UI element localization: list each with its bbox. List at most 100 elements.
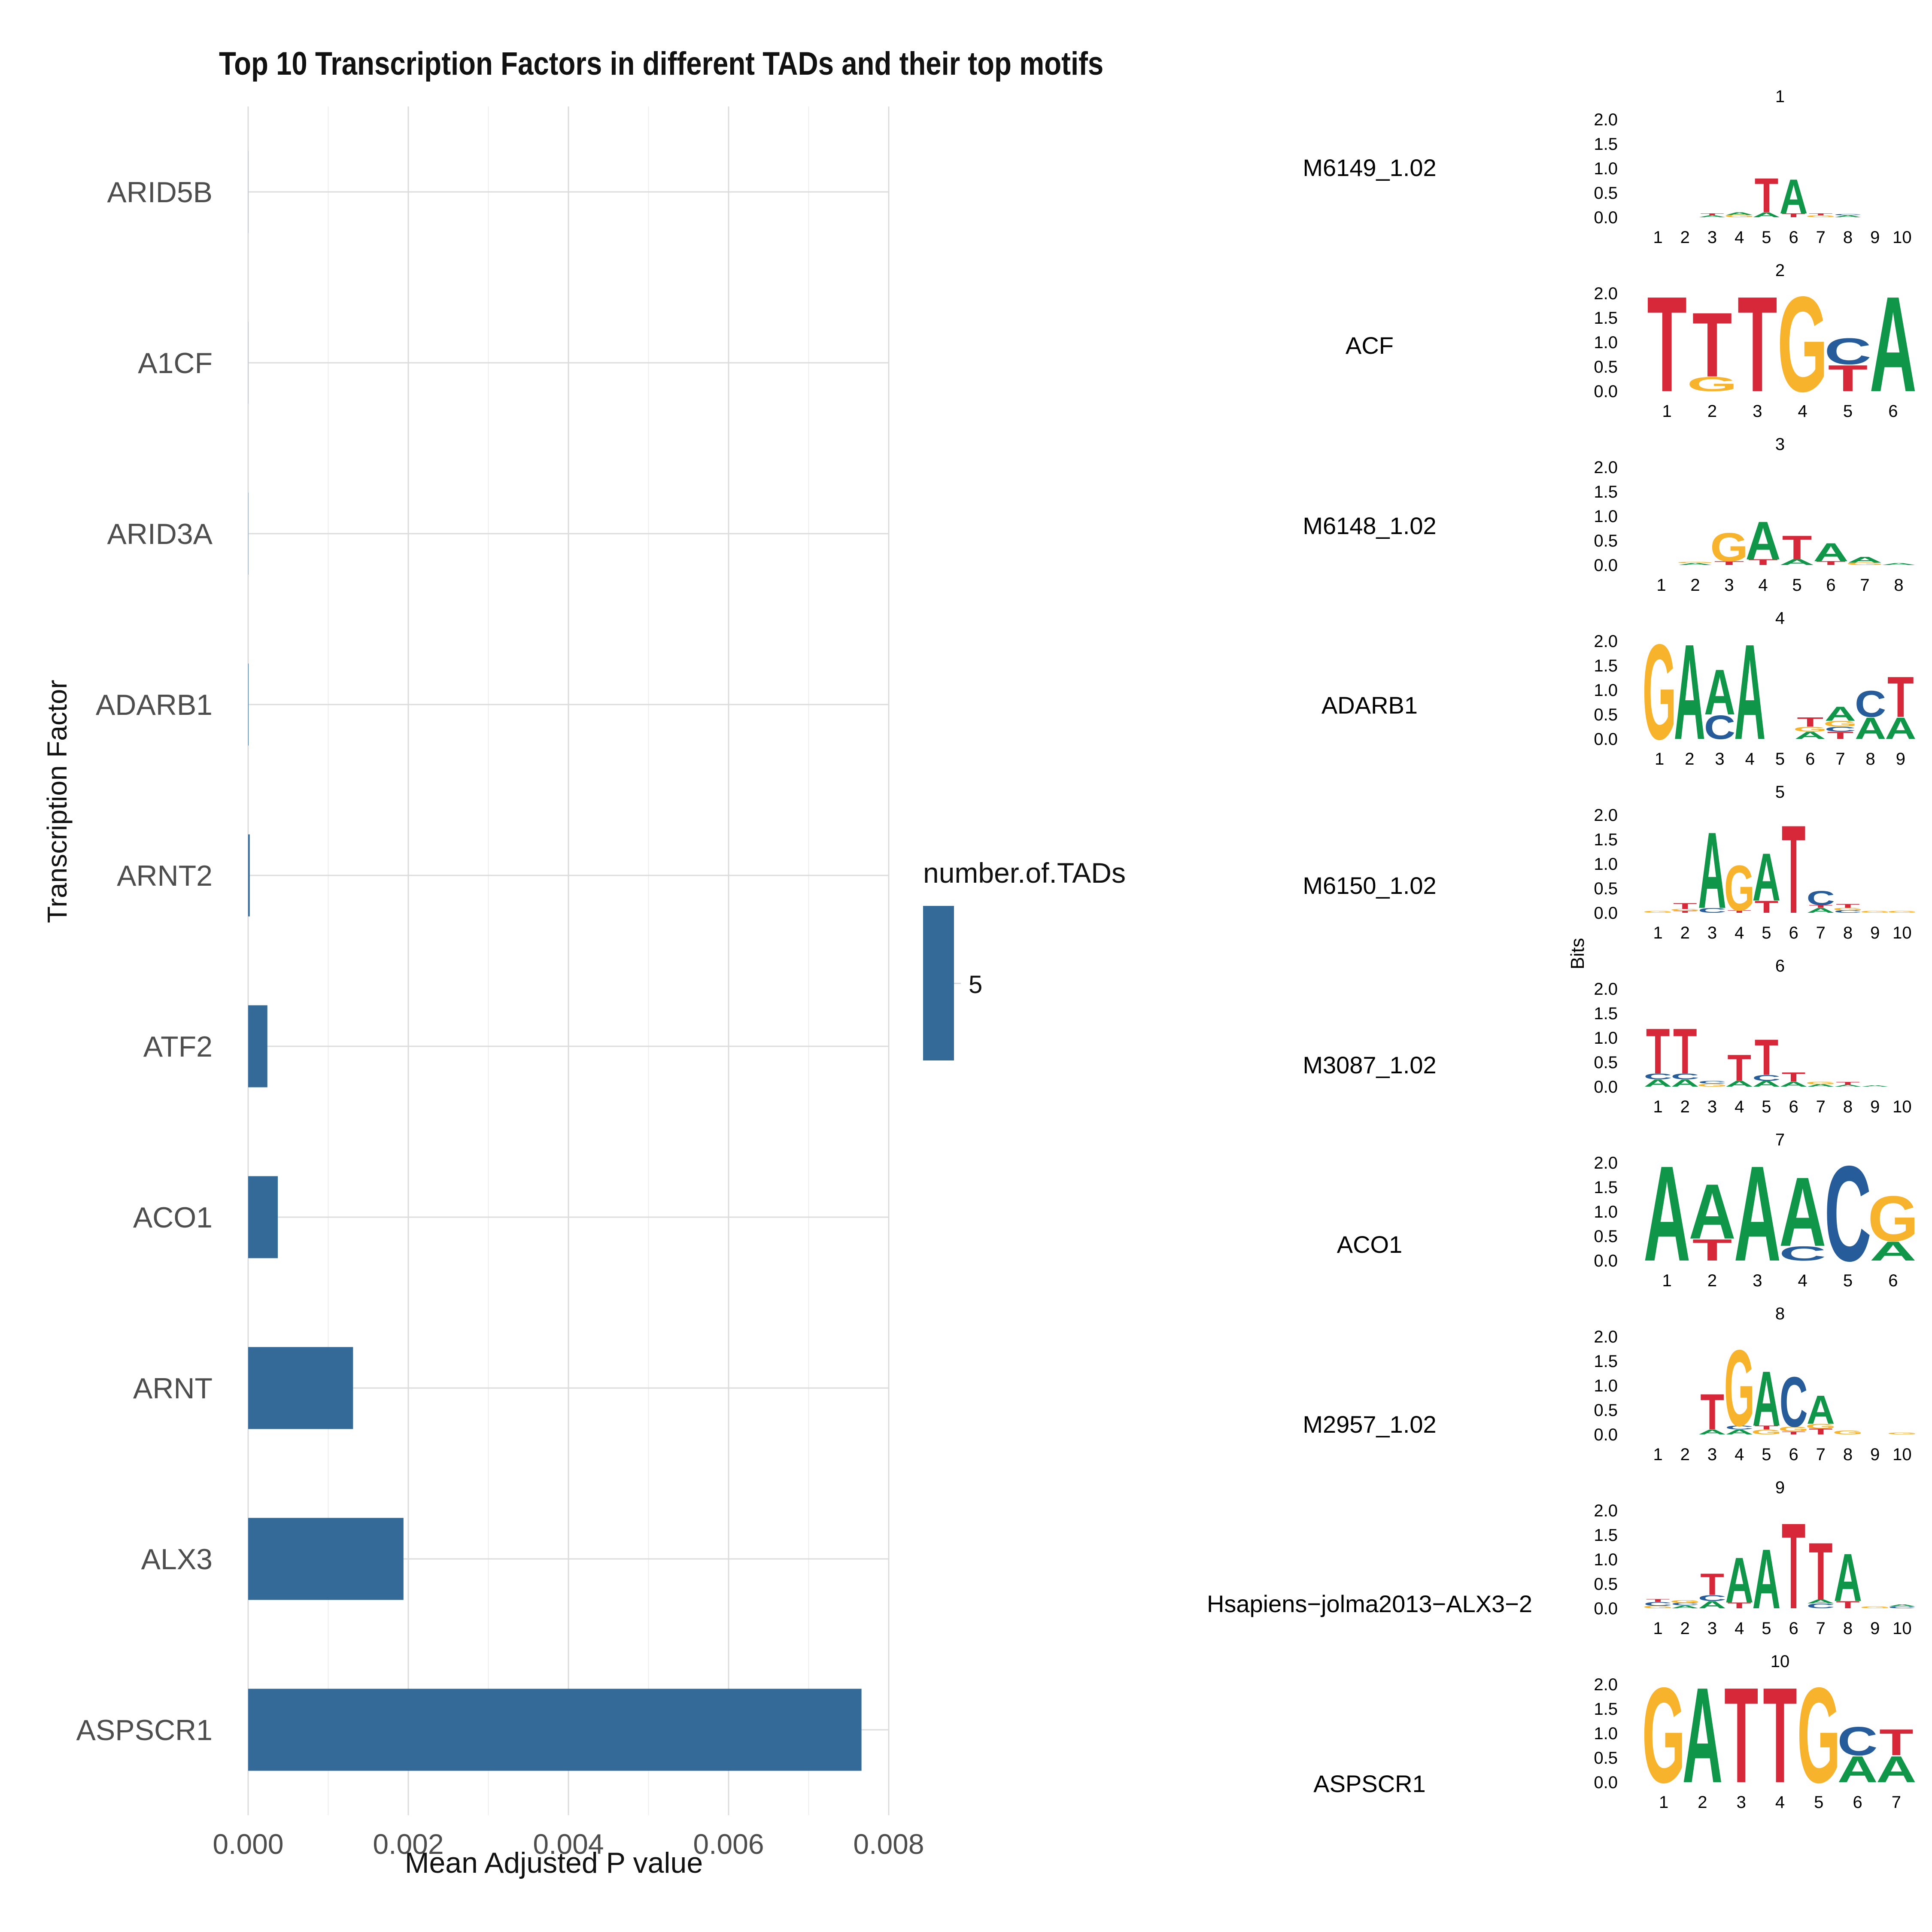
logo-letter-C: C bbox=[1698, 907, 1726, 914]
logo-letter-T: T bbox=[1738, 268, 1777, 420]
logo-y-tick: 1.5 bbox=[1594, 1526, 1618, 1545]
logo-x-tick: 1 bbox=[1653, 1097, 1662, 1116]
logo-x-tick: 8 bbox=[1843, 228, 1853, 247]
logo-x-tick: 3 bbox=[1707, 1097, 1717, 1116]
logo-letter-T: T bbox=[1782, 528, 1812, 566]
logo-letter-T: T bbox=[1782, 1431, 1806, 1435]
logo-letter-T: T bbox=[1727, 1047, 1751, 1089]
logo-letter-C: C bbox=[1834, 910, 1862, 914]
logo-index: 4 bbox=[1775, 609, 1785, 628]
logo-letter-T: T bbox=[1755, 168, 1779, 223]
legend-title: number.of.TADs bbox=[923, 857, 1126, 889]
x-tick-label: 0.006 bbox=[693, 1828, 764, 1860]
logo-letter-A: A bbox=[1644, 1078, 1672, 1089]
motif-name: M3087_1.02 bbox=[1303, 1051, 1437, 1078]
logo-y-tick: 1.5 bbox=[1594, 1004, 1618, 1023]
logo-x-tick: 8 bbox=[1843, 1619, 1853, 1638]
logo-x-tick: 6 bbox=[1789, 228, 1798, 247]
logo-letter-C: C bbox=[1698, 1080, 1726, 1085]
logo-letter-C: C bbox=[1855, 683, 1886, 725]
logo-letter-A: A bbox=[1753, 1531, 1781, 1626]
motif-name: M2957_1.02 bbox=[1303, 1411, 1437, 1438]
x-tick-label: 0.004 bbox=[533, 1828, 604, 1860]
logo-x-tick: 7 bbox=[1816, 228, 1826, 247]
logo-x-tick: 10 bbox=[1893, 1097, 1912, 1116]
logo-x-tick: 1 bbox=[1653, 228, 1662, 247]
logo-letter-T: T bbox=[1647, 268, 1687, 420]
logo-x-tick: 9 bbox=[1870, 228, 1880, 247]
logo-y-tick: 1.0 bbox=[1594, 1376, 1618, 1395]
logo-y-tick: 1.0 bbox=[1594, 333, 1618, 352]
logo-letter-A: A bbox=[1807, 907, 1835, 914]
logo-letter-C: C bbox=[1698, 1594, 1726, 1603]
logo-index: 1 bbox=[1775, 87, 1785, 106]
legend-color-key bbox=[923, 906, 954, 1060]
motif-name: M6150_1.02 bbox=[1303, 872, 1437, 899]
logo-y-tick: 1.5 bbox=[1594, 1700, 1618, 1719]
logo-letter-T: T bbox=[1692, 1233, 1732, 1267]
logo-letter-A: A bbox=[1698, 1599, 1726, 1610]
logo-y-tick: 1.0 bbox=[1594, 1029, 1618, 1048]
logo-letter-A: A bbox=[1870, 1236, 1917, 1267]
logo-x-tick: 3 bbox=[1753, 1271, 1762, 1290]
logo-y-tick: 1.5 bbox=[1594, 656, 1618, 675]
logo-x-tick: 9 bbox=[1896, 750, 1905, 769]
logo-x-tick: 7 bbox=[1816, 923, 1826, 942]
logo-x-tick: 7 bbox=[1892, 1793, 1901, 1812]
logo-letter-T: T bbox=[1727, 910, 1751, 914]
logo-letter-A: A bbox=[1725, 212, 1753, 216]
logo-letter-A: A bbox=[1876, 1749, 1917, 1790]
logo-x-tick: 8 bbox=[1866, 750, 1875, 769]
logo-letter-A: A bbox=[1674, 616, 1705, 768]
logo-x-tick: 3 bbox=[1753, 402, 1762, 421]
logo-letter-A: A bbox=[1861, 1085, 1889, 1087]
bar-alx3 bbox=[248, 1518, 404, 1600]
logo-letter-T: T bbox=[1646, 1015, 1670, 1088]
logo-letter-G: G bbox=[1860, 910, 1890, 913]
logo-y-tick: 1.5 bbox=[1594, 830, 1618, 849]
logo-x-tick: 1 bbox=[1653, 1619, 1662, 1638]
logo-letter-G: G bbox=[1887, 910, 1917, 913]
logo-x-tick: 2 bbox=[1680, 1619, 1690, 1638]
y-tick-label: ARNT bbox=[133, 1372, 213, 1405]
logo-letter-G: G bbox=[1860, 1606, 1890, 1609]
logo-y-tick: 0.5 bbox=[1594, 358, 1618, 377]
logo-letter-C: C bbox=[1780, 1363, 1808, 1442]
x-tick-label: 0.000 bbox=[213, 1828, 283, 1860]
logo-letter-A: A bbox=[1779, 1157, 1826, 1267]
legend-entry: 5 bbox=[969, 971, 983, 999]
logo-letter-G: G bbox=[1868, 1183, 1918, 1255]
logo-x-tick: 7 bbox=[1816, 1445, 1826, 1464]
logo-x-tick: 1 bbox=[1662, 402, 1672, 421]
y-tick-label: ADARB1 bbox=[96, 689, 213, 721]
logo-letter-T: T bbox=[1836, 1599, 1860, 1610]
logo-x-tick: 4 bbox=[1745, 750, 1755, 769]
logo-y-tick: 0.5 bbox=[1594, 184, 1618, 203]
logo-y-tick: 0.0 bbox=[1594, 1078, 1618, 1097]
logo-x-tick: 6 bbox=[1789, 1097, 1798, 1116]
logo-letter-T: T bbox=[1700, 1568, 1724, 1602]
logo-x-tick: 3 bbox=[1715, 750, 1724, 769]
logo-x-tick: 2 bbox=[1680, 228, 1690, 247]
bar-atf2 bbox=[248, 1005, 267, 1088]
logo-y-tick: 2.0 bbox=[1594, 1154, 1618, 1173]
logo-x-tick: 5 bbox=[1843, 402, 1853, 421]
logo-letter-T: T bbox=[1755, 1425, 1779, 1431]
logo-x-tick: 4 bbox=[1798, 1271, 1807, 1290]
logo-x-tick: 3 bbox=[1707, 1445, 1717, 1464]
logo-letter-G: G bbox=[1670, 908, 1700, 911]
logo-letter-G: G bbox=[1793, 726, 1827, 733]
logo-x-tick: 1 bbox=[1653, 923, 1662, 942]
logo-letter-T: T bbox=[1828, 358, 1868, 399]
logo-letter-G: G bbox=[1724, 214, 1755, 218]
logo-letter-T: T bbox=[1763, 1660, 1797, 1811]
logo-letter-A: A bbox=[1725, 1544, 1753, 1616]
logo-x-tick: 5 bbox=[1762, 1445, 1771, 1464]
logo-x-tick: 6 bbox=[1826, 576, 1835, 595]
logo-y-tick: 0.5 bbox=[1594, 1749, 1618, 1768]
logo-y-tick: 1.0 bbox=[1594, 507, 1618, 526]
logo-y-tick: 0.0 bbox=[1594, 1425, 1618, 1444]
logo-x-tick: 5 bbox=[1762, 228, 1771, 247]
logo-letter-A: A bbox=[1698, 1428, 1726, 1436]
logo-letter-T: T bbox=[1782, 1069, 1806, 1084]
